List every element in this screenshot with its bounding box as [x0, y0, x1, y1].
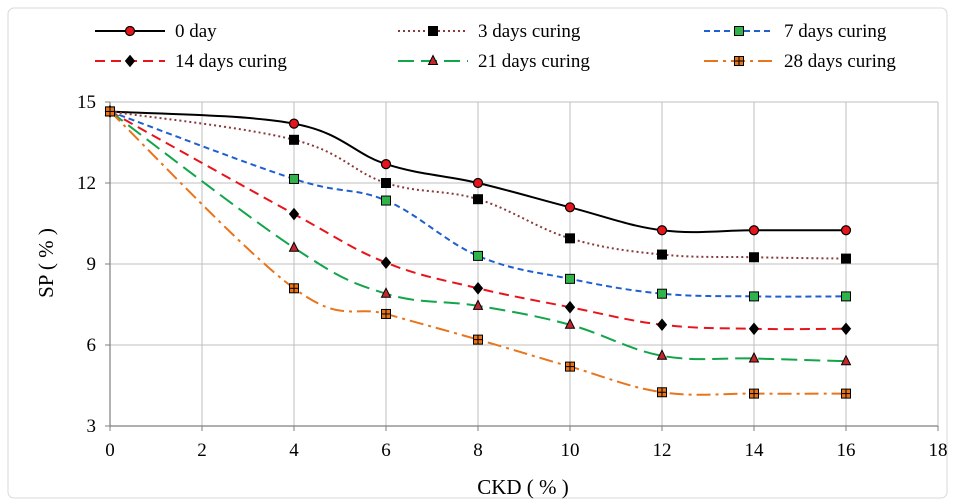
- legend-label: 0 day: [175, 21, 217, 42]
- data-point: [472, 177, 484, 189]
- data-point: [656, 225, 668, 236]
- data-point: [657, 387, 667, 398]
- x-tick-label: 0: [105, 440, 115, 461]
- legend-item: 7 days curing: [704, 21, 887, 42]
- y-tick-label: 9: [87, 254, 97, 275]
- data-point: [840, 225, 852, 236]
- data-point: [473, 194, 483, 205]
- legend-marker: [427, 54, 439, 65]
- data-point: [380, 256, 392, 269]
- data-point: [841, 388, 851, 399]
- legend-item: 21 days curing: [398, 51, 590, 72]
- legend-marker: [734, 56, 744, 66]
- data-point: [841, 291, 851, 302]
- data-point: [381, 308, 391, 319]
- data-point: [749, 388, 759, 399]
- data-point: [657, 288, 667, 299]
- legend-marker: [734, 26, 744, 36]
- legend: 0 day 3 days curing 7 days curing 14 days c…: [95, 21, 896, 72]
- data-point: [380, 159, 392, 170]
- data-point: [288, 241, 300, 252]
- x-tick-label: 16: [837, 440, 856, 461]
- data-point: [381, 195, 391, 206]
- series-2: [105, 106, 851, 264]
- data-point: [472, 299, 484, 310]
- x-tick-label: 10: [561, 440, 580, 461]
- x-tick-label: 2: [197, 440, 207, 461]
- x-tick-label: 18: [929, 440, 948, 461]
- legend-label: 28 days curing: [784, 51, 896, 72]
- data-point: [288, 207, 300, 221]
- legend-label: 7 days curing: [784, 21, 887, 42]
- y-axis-title: SP ( % ): [34, 228, 58, 298]
- data-point: [656, 349, 668, 360]
- legend-item: 0 day: [95, 21, 217, 42]
- axes: 0 2 4 6 8 10 12 14 16 18 3 6 9 12 15: [77, 92, 948, 461]
- series-line: [109, 110, 847, 331]
- data-point: [288, 118, 300, 129]
- data-point: [472, 282, 484, 295]
- data-point: [381, 178, 391, 188]
- legend-item: 3 days curing: [398, 21, 581, 42]
- series-6: [105, 106, 851, 399]
- x-tick-label: 14: [745, 440, 765, 461]
- data-point: [656, 318, 668, 332]
- data-point: [473, 250, 483, 261]
- data-point: [748, 225, 760, 236]
- data-point: [657, 249, 667, 260]
- data-point: [841, 253, 851, 264]
- data-point: [565, 233, 575, 244]
- legend-item: 14 days curing: [95, 51, 287, 72]
- x-tick-label: 6: [381, 440, 391, 461]
- data-point: [289, 173, 299, 184]
- data-point: [564, 318, 576, 329]
- data-point: [105, 106, 115, 117]
- y-tick-label: 15: [77, 92, 96, 113]
- legend-label: 3 days curing: [478, 21, 581, 42]
- y-tick-label: 6: [87, 335, 97, 356]
- x-tick-label: 8: [473, 440, 483, 461]
- data-point: [749, 291, 759, 302]
- data-point: [565, 361, 575, 372]
- series-5: [104, 104, 852, 366]
- data-point: [289, 283, 299, 294]
- data-point: [380, 287, 392, 298]
- data-point: [565, 273, 575, 284]
- legend-marker: [124, 54, 136, 68]
- y-tick-label: 3: [87, 416, 97, 437]
- series-line: [109, 110, 847, 298]
- x-axis-title: CKD ( % ): [477, 475, 569, 499]
- x-tick-label: 12: [653, 440, 672, 461]
- data-point: [564, 202, 576, 213]
- data-point: [840, 322, 852, 336]
- legend-marker: [124, 25, 136, 37]
- data-point: [748, 322, 760, 336]
- series-line: [109, 110, 847, 396]
- data-point: [289, 134, 299, 145]
- legend-item: 28 days curing: [704, 51, 896, 72]
- data-point: [748, 351, 760, 363]
- y-tick-label: 12: [77, 173, 96, 194]
- data-point: [564, 300, 576, 314]
- series-layer: [104, 104, 852, 399]
- data-point: [749, 252, 759, 263]
- data-point: [840, 354, 852, 366]
- series-line: [109, 110, 847, 363]
- series-3: [105, 106, 851, 302]
- data-point: [473, 334, 483, 345]
- x-tick-label: 4: [289, 440, 299, 461]
- legend-label: 14 days curing: [175, 51, 287, 72]
- legend-marker: [428, 26, 438, 36]
- legend-label: 21 days curing: [478, 51, 590, 72]
- grid: [109, 101, 939, 427]
